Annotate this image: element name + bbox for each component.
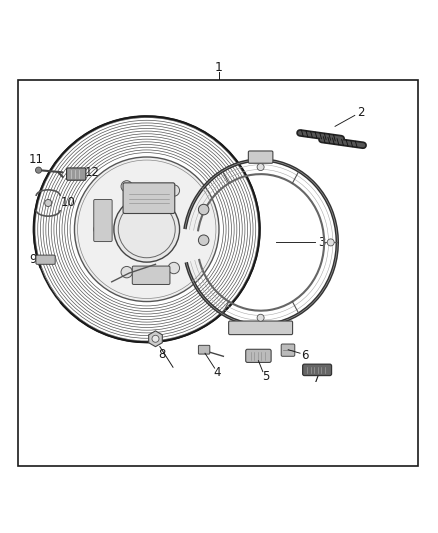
- FancyBboxPatch shape: [303, 364, 332, 376]
- Text: 10: 10: [60, 197, 75, 209]
- Text: 6: 6: [300, 349, 308, 362]
- Circle shape: [327, 239, 334, 246]
- Text: 2: 2: [357, 106, 365, 119]
- Text: 4: 4: [213, 366, 221, 379]
- Circle shape: [198, 204, 209, 215]
- Polygon shape: [148, 331, 162, 346]
- Circle shape: [257, 314, 264, 321]
- Text: 11: 11: [28, 152, 43, 166]
- Circle shape: [152, 335, 159, 342]
- Circle shape: [94, 223, 105, 235]
- Circle shape: [114, 197, 180, 262]
- Circle shape: [168, 185, 180, 196]
- Circle shape: [198, 235, 209, 246]
- Text: 12: 12: [85, 166, 99, 179]
- Text: 3: 3: [318, 236, 325, 249]
- Text: 7: 7: [313, 372, 321, 385]
- Circle shape: [168, 262, 180, 274]
- Circle shape: [74, 157, 219, 302]
- Text: 5: 5: [263, 369, 270, 383]
- FancyBboxPatch shape: [36, 255, 55, 264]
- FancyBboxPatch shape: [198, 345, 210, 354]
- Circle shape: [121, 181, 132, 192]
- Text: 1: 1: [215, 61, 223, 74]
- Text: 8: 8: [159, 349, 166, 361]
- FancyBboxPatch shape: [229, 321, 293, 335]
- Text: 9: 9: [29, 253, 37, 266]
- FancyBboxPatch shape: [248, 151, 273, 163]
- FancyBboxPatch shape: [94, 199, 112, 241]
- FancyBboxPatch shape: [67, 168, 86, 180]
- Circle shape: [45, 199, 52, 206]
- FancyBboxPatch shape: [281, 344, 295, 356]
- FancyBboxPatch shape: [132, 266, 170, 285]
- Circle shape: [121, 266, 132, 278]
- FancyBboxPatch shape: [123, 183, 175, 214]
- FancyBboxPatch shape: [246, 349, 271, 362]
- Circle shape: [257, 164, 264, 171]
- Bar: [18, 80, 418, 466]
- Circle shape: [35, 167, 42, 173]
